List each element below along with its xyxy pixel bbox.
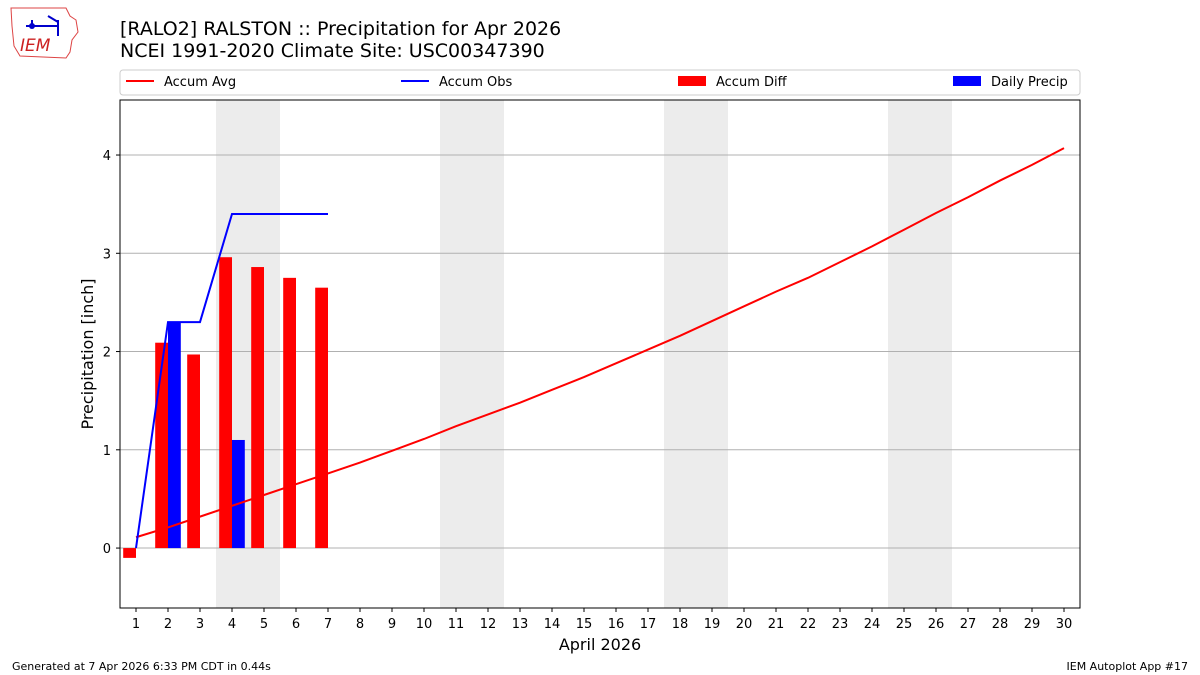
- bar-accum-diff: [187, 354, 200, 549]
- weekend-shade: [888, 100, 952, 608]
- iem-logo: IEM: [10, 7, 79, 59]
- x-tick-label: 26: [928, 617, 945, 632]
- x-tick-label: 28: [992, 617, 1009, 632]
- legend-label: Accum Obs: [439, 75, 512, 90]
- x-tick-label: 17: [640, 617, 657, 632]
- x-tick-label: 20: [736, 617, 753, 632]
- footer-generated: Generated at 7 Apr 2026 6:33 PM CDT in 0…: [12, 660, 271, 673]
- x-tick-label: 9: [388, 617, 396, 632]
- x-tick-label: 6: [292, 617, 300, 632]
- x-tick-label: 22: [800, 617, 817, 632]
- x-tick-label: 8: [356, 617, 364, 632]
- x-tick-label: 13: [512, 617, 529, 632]
- x-tick-label: 29: [1024, 617, 1041, 632]
- weekend-shade: [440, 100, 504, 608]
- legend-swatch: [953, 76, 981, 86]
- y-tick-label: 3: [103, 247, 111, 262]
- x-tick-label: 15: [576, 617, 593, 632]
- legend-swatch: [678, 76, 706, 86]
- y-tick-label: 2: [103, 346, 111, 361]
- plot-frame: [119, 99, 1081, 609]
- bar-accum-diff: [123, 548, 136, 558]
- x-tick-label: 27: [960, 617, 977, 632]
- x-tick-label: 12: [480, 617, 497, 632]
- line-accum-obs: [135, 212, 328, 549]
- legend-label: Accum Diff: [716, 75, 788, 90]
- x-tick-label: 16: [608, 617, 625, 632]
- footer-app: IEM Autoplot App #17: [1066, 660, 1189, 673]
- x-tick-label: 3: [196, 617, 204, 632]
- x-tick-label: 5: [260, 617, 268, 632]
- x-tick-label: 19: [704, 617, 721, 632]
- x-tick-label: 11: [448, 617, 465, 632]
- x-tick-label: 25: [896, 617, 913, 632]
- line-accum-avg: [135, 147, 1065, 539]
- legend-box: [119, 69, 1081, 96]
- bar-accum-diff: [251, 267, 264, 549]
- chart-subtitle: NCEI 1991-2020 Climate Site: USC00347390: [120, 40, 545, 62]
- y-tick-label: 4: [103, 149, 111, 164]
- legend-label: Daily Precip: [991, 75, 1068, 90]
- x-tick-label: 18: [672, 617, 689, 632]
- x-tick-label: 10: [416, 617, 433, 632]
- chart-title: [RALO2] RALSTON :: Precipitation for Apr…: [120, 18, 562, 40]
- x-tick-label: 23: [832, 617, 849, 632]
- bar-accum-diff: [315, 287, 328, 549]
- x-tick-label: 30: [1056, 617, 1073, 632]
- bar-accum-diff: [283, 277, 296, 549]
- x-tick-label: 4: [228, 617, 236, 632]
- x-axis-label: April 2026: [559, 635, 641, 654]
- x-tick-label: 7: [324, 617, 332, 632]
- x-tick-label: 1: [132, 617, 140, 632]
- x-tick-label: 21: [768, 617, 785, 632]
- bar-daily-precip: [232, 439, 245, 549]
- x-tick-label: 2: [164, 617, 172, 632]
- x-tick-label: 14: [544, 617, 561, 632]
- y-tick-label: 1: [103, 444, 111, 459]
- y-tick-label: 0: [103, 542, 111, 557]
- x-tick-label: 24: [864, 617, 881, 632]
- y-axis-label: Precipitation [inch]: [78, 278, 97, 429]
- svg-text:IEM: IEM: [20, 36, 51, 56]
- weekend-shade: [664, 100, 728, 608]
- bar-daily-precip: [168, 322, 181, 549]
- legend-label: Accum Avg: [164, 75, 236, 90]
- bar-accum-diff: [219, 257, 232, 549]
